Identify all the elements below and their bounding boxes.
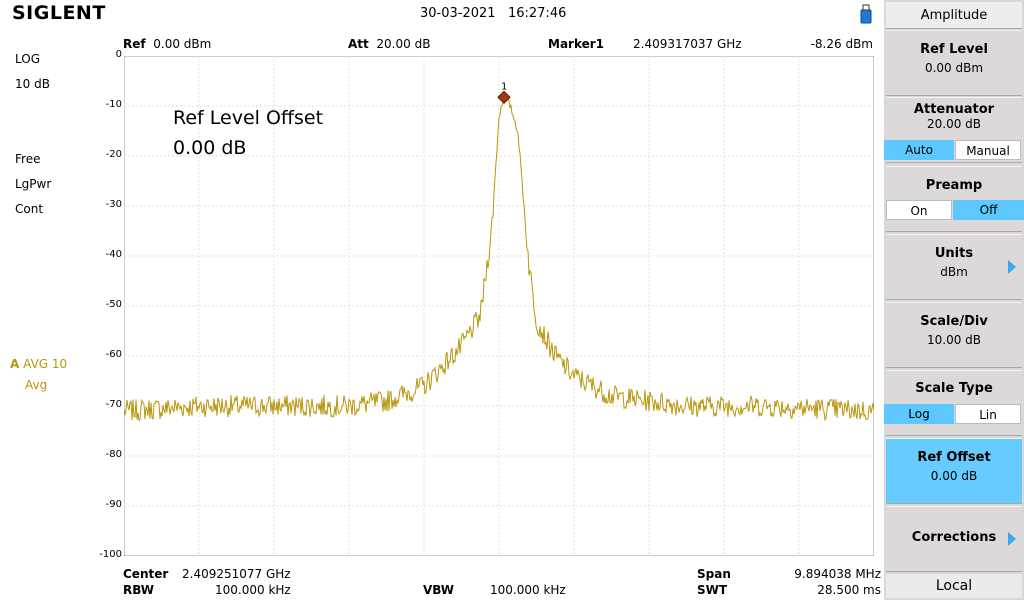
y-tick-label: -60 [105,349,122,360]
time: 16:27:46 [507,6,567,21]
attenuator-manual[interactable]: Manual [955,140,1021,160]
swt-label: SWT [697,583,728,597]
span-value: 9.894038 MHz [794,567,881,581]
trace-indicator: A AVG 10 [10,357,67,371]
local-button[interactable]: Local [886,574,1022,598]
ref-level-value: 0.00 dBm [924,61,984,75]
date: 30-03-2021 [420,6,496,21]
trace-avg: AVG 10 [23,357,68,371]
att-label: Att [348,37,369,51]
rbw-label: RBW [123,583,154,597]
vbw-label: VBW [423,583,455,597]
center-label: Center [123,567,169,581]
submenu-arrow-icon [1008,260,1016,274]
ref-offset-key[interactable]: Ref Offset 0.00 dB [886,438,1022,504]
y-tick-label: -70 [105,399,122,410]
ref-value: 0.00 dBm [153,37,212,51]
y-tick-label: -10 [105,99,122,110]
att-value: 20.00 dB [376,37,431,51]
scale-type-lin[interactable]: Lin [955,404,1021,424]
y-tick-label: -30 [105,199,122,210]
scale-div-key[interactable]: Scale/Div 10.00 dB [886,302,1022,368]
y-tick-label: 0 [115,49,122,60]
date-time: 30-03-2021 16:27:46 [420,6,566,21]
corrections-label: Corrections [911,530,997,545]
y-tick-label: -100 [99,549,122,560]
spectrum-plot[interactable]: 1 [124,56,874,556]
scale-div-readout: 10 dB [15,77,50,91]
attenuator-label: Attenuator [913,102,995,117]
vbw-value: 100.000 kHz [490,583,566,597]
scale-div-label: Scale/Div [920,314,988,329]
att-readout: Att 20.00 dB [348,37,430,51]
ref-offset-label: Ref Offset [917,450,991,465]
scale-type-label: Scale Type [915,381,993,396]
preamp-off[interactable]: Off [953,200,1024,220]
marker-number: 1 [501,81,507,92]
preamp-label: Preamp [925,178,983,193]
marker-diamond-icon [497,90,511,105]
y-tick-label: -90 [105,499,122,510]
annotation-title: Ref Level Offset [173,107,324,129]
center-value: 2.409251077 GHz [182,567,291,581]
ref-offset-value: 0.00 dB [930,469,978,483]
brand-logo: SIGLENT [12,2,106,24]
trace-line [124,94,874,422]
usb-icon [860,4,872,24]
sweep-mode: Cont [15,202,44,216]
annotation-value: 0.00 dB [173,137,247,159]
units-key[interactable]: Units dBm [886,234,1022,300]
scale-type-key[interactable]: Scale Type [886,370,1022,436]
rbw-value: 100.000 kHz [215,583,291,597]
preamp-key[interactable]: Preamp [886,166,1022,232]
scale-div-value: 10.00 dB [926,333,982,347]
corrections-key[interactable]: Corrections [886,506,1022,572]
ref-level-key[interactable]: Ref Level 0.00 dBm [886,30,1022,96]
ref-label: Ref [123,37,146,51]
preamp-on[interactable]: On [886,200,952,220]
trigger-mode: Free [15,152,41,166]
span-label: Span [697,567,731,581]
marker-level: -8.26 dBm [810,37,873,51]
scale-type-log[interactable]: Log [884,404,954,424]
y-tick-label: -80 [105,449,122,460]
y-tick-label: -20 [105,149,122,160]
units-value: dBm [940,265,968,279]
swt-value: 28.500 ms [817,583,881,597]
ref-readout: Ref 0.00 dBm [123,37,211,51]
trace-mode: Avg [25,378,48,392]
units-label: Units [934,246,974,261]
detector: LgPwr [15,177,52,191]
marker-label: Marker1 [548,37,605,51]
marker-1: 1 [497,81,511,105]
attenuator-auto[interactable]: Auto [884,140,954,160]
y-tick-label: -50 [105,299,122,310]
marker-freq: 2.409317037 GHz [633,37,742,51]
attenuator-value: 20.00 dB [926,117,982,131]
ref-level-label: Ref Level [920,42,988,57]
scale-mode: LOG [15,52,41,66]
trace-letter: A [10,357,20,371]
menu-title: Amplitude [886,2,1022,29]
submenu-arrow-icon [1008,532,1016,546]
y-tick-label: -40 [105,249,122,260]
